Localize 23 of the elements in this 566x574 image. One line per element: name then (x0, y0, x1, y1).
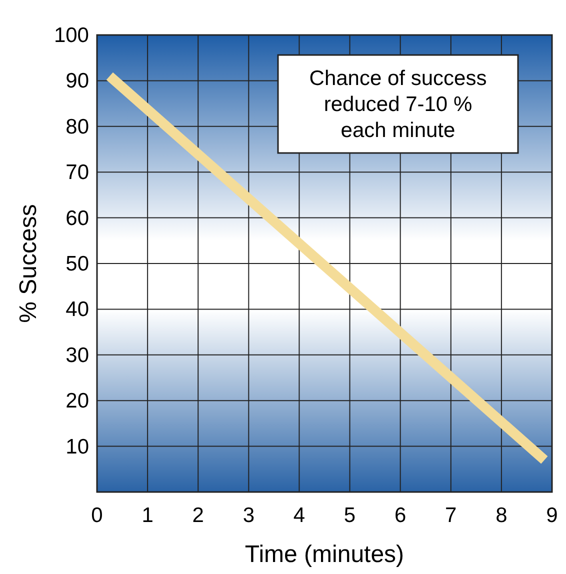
y-axis-title: % Success (15, 204, 42, 323)
y-tick-label: 60 (66, 206, 89, 230)
y-tick-label: 80 (66, 115, 89, 138)
x-tick-label: 7 (445, 504, 457, 527)
y-tick-label: 10 (66, 435, 89, 458)
y-tick-label: 40 (66, 298, 89, 322)
x-tick-label: 1 (142, 504, 154, 527)
x-tick-label: 5 (344, 504, 356, 527)
x-tick-label: 0 (91, 504, 103, 527)
y-tick-label: 100 (54, 24, 89, 47)
x-tick-label: 2 (192, 504, 204, 527)
y-tick-label: 70 (66, 161, 89, 184)
x-axis-title: Time (minutes) (244, 541, 404, 568)
y-tick-label: 90 (66, 70, 89, 93)
annotation: Chance of success reduced 7-10 % each minute (309, 67, 487, 142)
y-tick-label: 20 (66, 390, 89, 413)
x-tick-label: 3 (242, 504, 255, 527)
y-tick-label: 30 (66, 344, 89, 367)
y-tick-label: 50 (66, 252, 89, 276)
x-tick-label: 4 (293, 504, 306, 527)
x-tick-label: 6 (394, 504, 406, 527)
x-tick-label: 8 (496, 504, 508, 527)
x-tick-label: 9 (546, 504, 558, 527)
